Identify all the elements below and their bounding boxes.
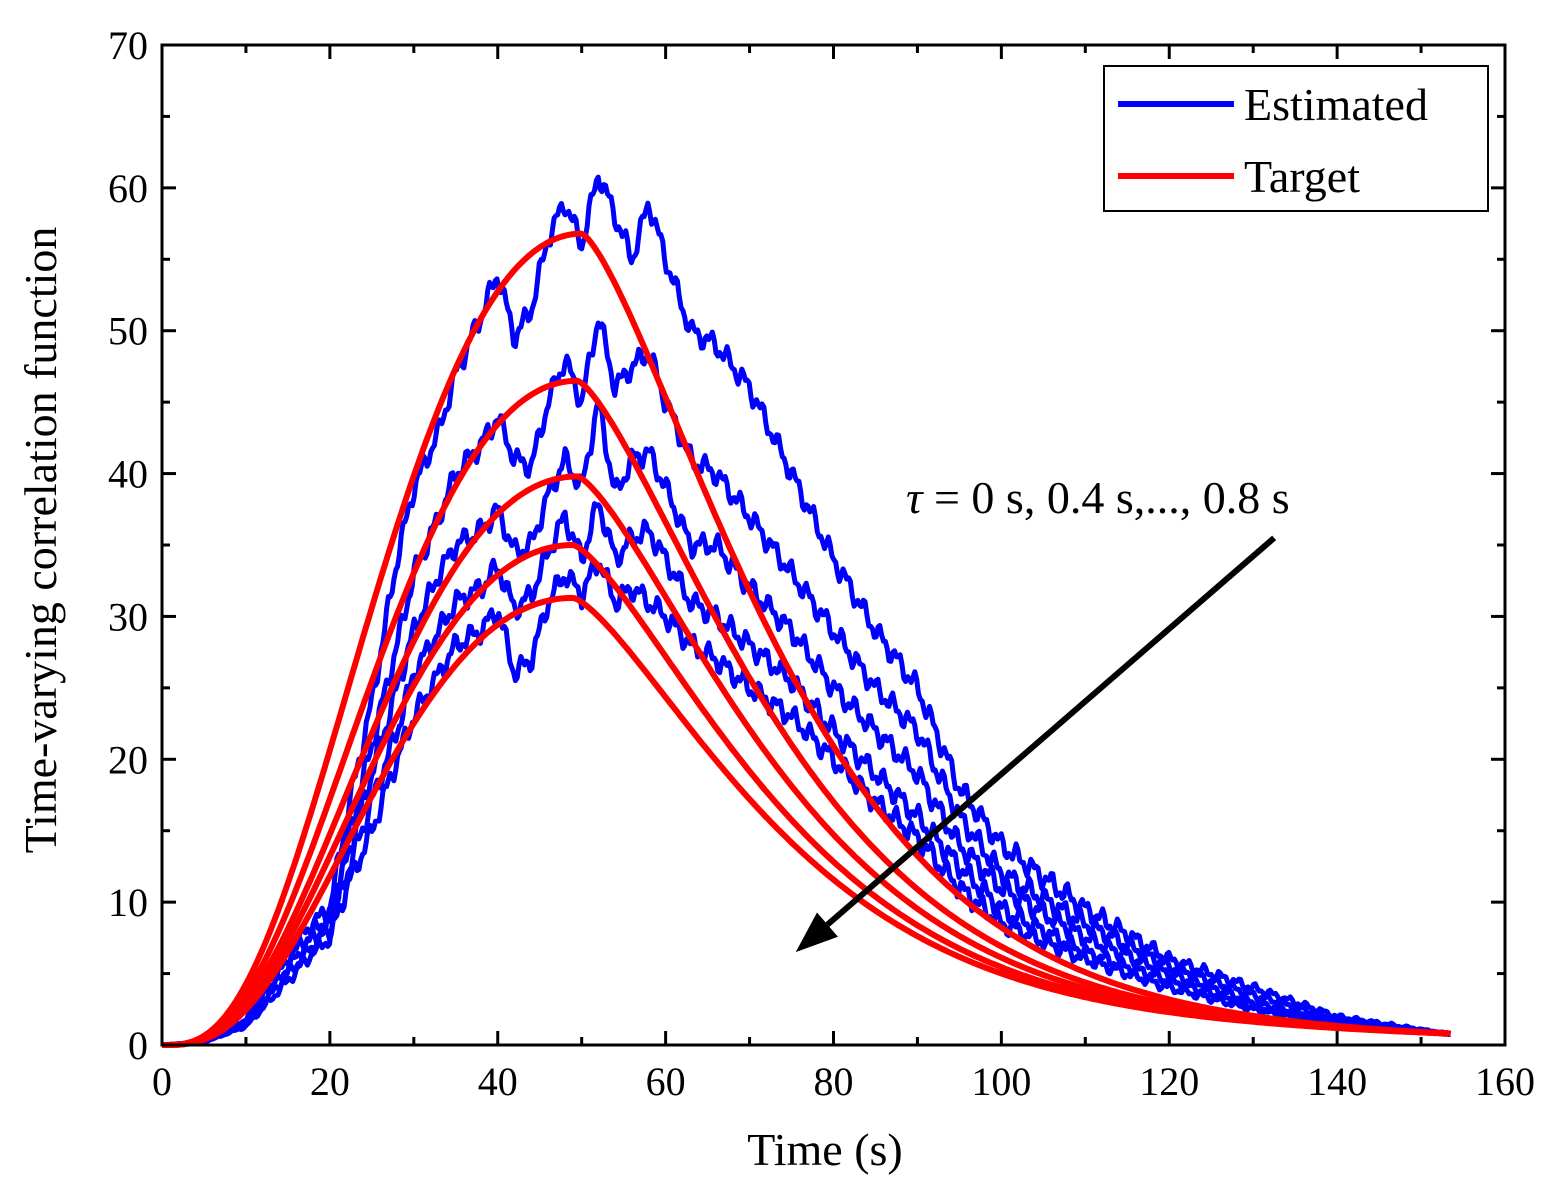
series-layer <box>161 174 1452 1048</box>
y-tick-label: 30 <box>108 594 148 639</box>
y-tick-label: 10 <box>108 880 148 925</box>
annotation-text: τ = 0 s, 0.4 s,..., 0.8 s <box>906 472 1290 523</box>
y-tick-label: 60 <box>108 166 148 211</box>
y-axis-title: Time-varying correlation function <box>15 227 66 854</box>
y-tick-label: 50 <box>108 309 148 354</box>
annotation-arrow-head <box>795 912 838 953</box>
x-tick-label: 20 <box>310 1059 350 1104</box>
y-tick-label: 20 <box>108 737 148 782</box>
plot-frame <box>160 43 1507 1047</box>
x-axis-title: Time (s) <box>747 1124 903 1175</box>
legend-label-estimated: Estimated <box>1244 79 1428 130</box>
x-tick-label: 60 <box>646 1059 686 1104</box>
x-tick-label: 100 <box>971 1059 1031 1104</box>
y-tick-label: 70 <box>108 23 148 68</box>
legend-box <box>1103 65 1489 212</box>
series-estimated-line <box>161 320 1452 1048</box>
series-estimated-line <box>161 559 1452 1048</box>
series-target-line <box>162 594 1451 1048</box>
legend-label-target: Target <box>1244 151 1360 202</box>
x-tick-label: 120 <box>1139 1059 1199 1104</box>
y-tick-label: 40 <box>108 452 148 497</box>
legend: Estimated Target <box>1103 65 1489 212</box>
x-tick-label: 160 <box>1475 1059 1535 1104</box>
y-tick-label: 0 <box>128 1023 148 1068</box>
annotation-tau-symbol: τ <box>906 472 924 523</box>
x-tick-label: 0 <box>152 1059 172 1104</box>
annotation: τ = 0 s, 0.4 s,..., 0.8 s <box>795 472 1290 953</box>
x-tick-label: 80 <box>814 1059 854 1104</box>
x-tick-label: 140 <box>1307 1059 1367 1104</box>
axes-layer: 0 20 40 60 80 100 120 140 160 0 10 20 30 40 50 60 70 <box>108 23 1535 1104</box>
x-tick-label: 40 <box>478 1059 518 1104</box>
series-estimated-line <box>161 174 1452 1048</box>
annotation-values: = 0 s, 0.4 s,..., 0.8 s <box>922 472 1289 523</box>
annotation-arrow-line <box>825 535 1277 927</box>
